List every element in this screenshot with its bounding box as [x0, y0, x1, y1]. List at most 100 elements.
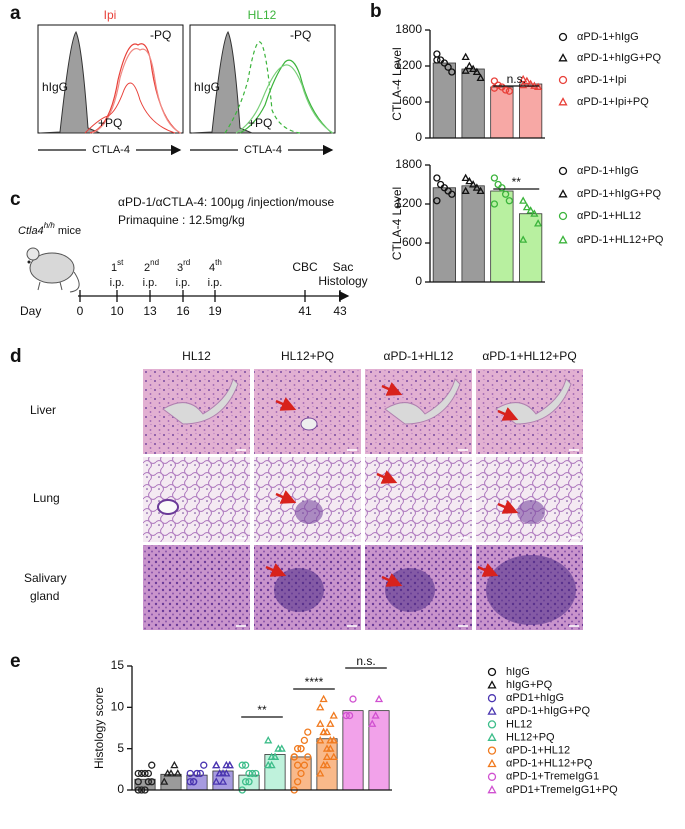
data-point: [329, 752, 338, 760]
data-point: [490, 77, 499, 85]
data-point: [173, 769, 182, 777]
legend-label: αPD-1+hIgG: [577, 31, 639, 43]
day-value: 13: [143, 304, 157, 318]
data-point: [297, 745, 305, 753]
flow-title: HL12: [248, 8, 277, 22]
data-point: [526, 206, 535, 214]
legend-label: αPD-1+HL12: [577, 210, 641, 222]
data-point: [215, 769, 224, 777]
day-value: 10: [110, 304, 124, 318]
flow-curve: [91, 48, 182, 134]
event-ordinal: 3rd: [177, 258, 190, 274]
event-ordinal: 2nd: [144, 258, 159, 274]
significance-label: ****: [305, 675, 324, 689]
label-bg: [86, 143, 136, 157]
legend-marker: [558, 235, 568, 244]
flow-label: hIgG: [194, 80, 220, 94]
flow-panel: Ipi HL12 hIgG hIgG -PQ -PQ +PQ +PQ CTLA-…: [37, 8, 336, 157]
data-point: [252, 769, 260, 778]
y-tick-label: 5: [117, 741, 124, 755]
airway: [157, 499, 179, 515]
timeline: αPD-1/αCTLA-4: 100μg /injection/mouse Pr…: [18, 195, 350, 318]
arrow: [497, 500, 519, 514]
legend-label: αPD-1+Ipi+PQ: [577, 96, 649, 108]
data-point: [134, 769, 142, 778]
panel-label: e: [10, 651, 21, 672]
data-point: [448, 68, 456, 76]
data-point: [349, 695, 357, 703]
y-tick-label: 1200: [395, 58, 422, 72]
data-point: [326, 719, 335, 727]
data-point: [222, 769, 231, 777]
data-point: [533, 82, 543, 91]
legend-marker: [487, 785, 497, 794]
data-point: [189, 778, 198, 786]
data-point: [248, 769, 257, 778]
legend-marker: [558, 189, 568, 198]
event-ordinal: 4th: [209, 258, 222, 274]
ordinal: 1: [111, 262, 117, 274]
y-axis-label: CTLA-4 Level: [390, 187, 404, 260]
legend-label: αPD1+hIgG: [506, 692, 564, 704]
legend-marker: [558, 32, 568, 42]
data-point: [469, 64, 478, 73]
flow-label: -PQ: [290, 28, 311, 42]
data-point: [505, 87, 514, 95]
data-point: [322, 744, 332, 752]
data-point: [326, 736, 335, 744]
legend-label: αPD-1+HL12: [506, 745, 570, 757]
data-point: [472, 67, 481, 76]
legend-marker: [558, 211, 568, 221]
primaquine-text: Primaquine : 12.5mg/kg: [118, 213, 245, 227]
arrow: [497, 407, 519, 421]
y-axis-label: CTLA-4 Level: [390, 47, 404, 120]
data-point: [476, 73, 485, 82]
histology-image: [254, 457, 361, 542]
legend-marker: [487, 706, 497, 715]
legend-marker: [487, 772, 497, 781]
flow-curve: [224, 41, 301, 134]
data-point: [490, 174, 499, 182]
vessel: [300, 417, 318, 431]
data-point: [322, 760, 332, 769]
event-text: Histology: [318, 274, 367, 288]
data-point: [297, 769, 305, 778]
infiltrate: [486, 555, 576, 625]
suffix: nd: [150, 258, 159, 267]
row-label: gland: [30, 589, 59, 603]
y-tick-label: 1800: [395, 22, 422, 36]
data-point: [137, 769, 146, 778]
data-point: [461, 173, 470, 182]
flow-xlabel: CTLA-4: [92, 144, 130, 156]
panel-label: a: [10, 3, 21, 24]
flow-label: -PQ: [150, 28, 171, 42]
legend-marker: [558, 166, 568, 176]
data-point: [490, 200, 499, 208]
data-point: [469, 180, 478, 188]
data-point: [200, 761, 208, 769]
bar: [290, 756, 312, 791]
data-point: [160, 777, 169, 785]
data-point: [166, 769, 176, 777]
data-point: [300, 761, 309, 769]
arrow: [376, 470, 398, 484]
data-point: [371, 711, 380, 719]
data-point: [345, 711, 354, 720]
bar: [519, 83, 543, 139]
data-point: [476, 186, 485, 195]
y-tick-label: 1200: [395, 196, 422, 210]
row-label: Liver: [30, 403, 56, 417]
event-text: i.p.: [110, 277, 125, 289]
data-point: [141, 769, 149, 778]
significance-label: **: [512, 175, 522, 189]
bar: [160, 773, 182, 791]
event-ordinal: 1st: [111, 258, 124, 274]
data-point: [461, 66, 470, 74]
superscript: h/h: [44, 221, 56, 230]
data-point: [245, 769, 253, 778]
data-point: [293, 745, 302, 753]
data-point: [342, 711, 350, 720]
legend-label: αPD-1+TremeIgG1: [506, 771, 599, 783]
data-point: [319, 727, 328, 736]
